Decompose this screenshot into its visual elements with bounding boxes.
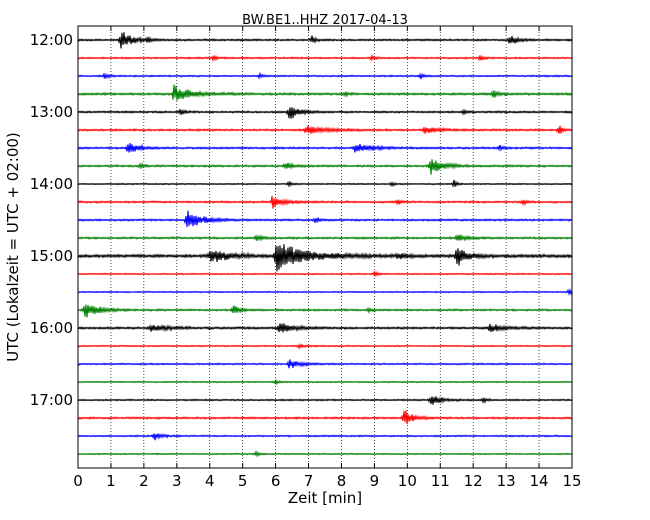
x-tick-label: 0 xyxy=(73,472,83,490)
trace-line xyxy=(77,343,573,350)
x-tick-label: 9 xyxy=(370,472,380,490)
x-tick-label: 1 xyxy=(106,472,116,490)
trace-line xyxy=(77,210,573,228)
y-tick-label: 16:00 xyxy=(30,319,73,337)
trace-line xyxy=(77,244,573,272)
y-tick-label: 14:00 xyxy=(30,175,73,193)
x-tick-label: 10 xyxy=(398,472,417,490)
trace-line xyxy=(77,378,573,386)
x-tick-label: 4 xyxy=(205,472,215,490)
y-tick-label: 15:00 xyxy=(30,247,73,265)
trace-line xyxy=(77,233,573,242)
x-tick-label: 14 xyxy=(530,472,549,490)
trace-line xyxy=(77,270,573,278)
y-axis-label: UTC (Lokalzeit = UTC + 02:00) xyxy=(4,132,22,362)
trace-line xyxy=(77,304,573,318)
trace-line xyxy=(77,410,573,425)
trace-line xyxy=(77,32,573,49)
trace-line xyxy=(77,396,573,405)
trace-line xyxy=(77,84,573,101)
y-tick-label: 17:00 xyxy=(30,391,73,409)
trace-line xyxy=(77,107,573,119)
trace-line xyxy=(77,179,573,188)
x-tick-label: 6 xyxy=(271,472,281,490)
x-tick-label: 12 xyxy=(464,472,483,490)
x-tick-label: 15 xyxy=(562,472,581,490)
trace-group xyxy=(77,32,573,458)
y-tick-label: 13:00 xyxy=(30,103,73,121)
chart-title: BW.BE1..HHZ 2017-04-13 xyxy=(242,13,408,28)
x-tick-label: 3 xyxy=(172,472,182,490)
trace-line xyxy=(77,53,573,63)
trace-line xyxy=(77,449,573,458)
trace-line xyxy=(77,159,573,175)
trace-line xyxy=(77,196,573,209)
trace-line xyxy=(77,323,573,333)
x-tick-label: 8 xyxy=(337,472,347,490)
y-tick-label: 12:00 xyxy=(30,31,73,49)
plot-frame xyxy=(77,25,573,469)
trace-line xyxy=(77,143,573,153)
x-tick-label: 5 xyxy=(238,472,248,490)
x-axis-label: Zeit [min] xyxy=(288,489,362,507)
x-tick-label: 7 xyxy=(304,472,314,490)
x-axis: 0 1 2 3 4 5 6 7 8 9 10 11 12 13 14 15 xyxy=(73,26,582,490)
trace-line xyxy=(77,432,573,441)
x-tick-label: 11 xyxy=(431,472,450,490)
trace-line xyxy=(77,125,573,134)
y-axis: 12:00 13:00 14:00 15:00 16:00 17:00 xyxy=(30,31,572,409)
trace-line xyxy=(77,71,573,80)
trace-line xyxy=(77,359,573,369)
x-tick-label: 13 xyxy=(497,472,516,490)
x-tick-label: 2 xyxy=(139,472,149,490)
trace-line xyxy=(77,288,573,296)
